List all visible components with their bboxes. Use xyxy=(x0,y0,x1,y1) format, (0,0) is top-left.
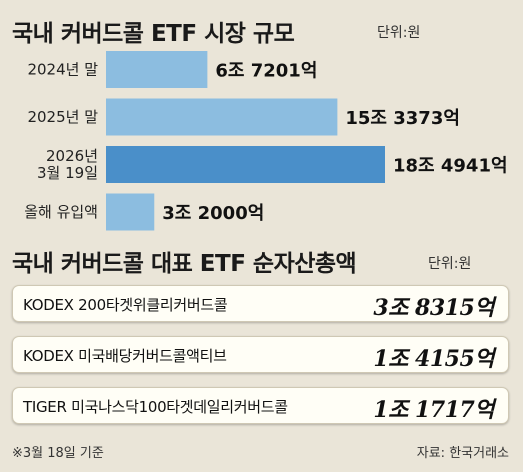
etf-amount: 1조 1717억 xyxy=(373,397,494,423)
bar xyxy=(106,146,385,183)
section-unit: 단위:원 xyxy=(428,256,472,272)
chart-title: 국내 커버드콜 ETF 시장 규모 xyxy=(12,21,295,47)
data-label: 15조 3373억 xyxy=(345,108,460,129)
category-label: 올해 유입액 xyxy=(24,203,98,221)
footnote: ※3월 18일 기준 xyxy=(12,446,104,461)
etf-name: KODEX 미국배당커버드콜액티브 xyxy=(23,347,227,365)
data-label: 6조 7201억 xyxy=(215,61,317,82)
etf-amount: 1조 4155억 xyxy=(373,346,494,372)
category-label: 2026년 xyxy=(46,147,98,165)
source-credit: 자료: 한국거래소 xyxy=(416,446,509,461)
etf-row: KODEX 200타겟위클리커버드콜 3조 8315억 xyxy=(12,285,509,322)
etf-name: TIGER 미국나스닥100타겟데일리커버드콜 xyxy=(23,398,288,416)
bar xyxy=(106,98,338,136)
etf-name: KODEX 200타겟위클리커버드콜 xyxy=(23,296,228,314)
etf-row: TIGER 미국나스닥100타겟데일리커버드콜 1조 1717억 xyxy=(12,387,509,424)
etf-amount: 3조 8315억 xyxy=(373,295,494,321)
data-label: 3조 2000억 xyxy=(162,203,264,224)
etf-row: KODEX 미국배당커버드콜액티브 1조 4155억 xyxy=(12,336,509,373)
section-title: 국내 커버드콜 대표 ETF 순자산총액 xyxy=(12,251,357,277)
category-label: 2024년 말 xyxy=(27,61,98,79)
category-label: 2025년 말 xyxy=(27,108,98,126)
category-label: 3월 19일 xyxy=(37,164,98,182)
chart-unit: 단위:원 xyxy=(377,25,421,41)
data-label: 18조 4941억 xyxy=(393,156,508,177)
bar xyxy=(106,193,155,231)
bar xyxy=(106,51,208,88)
